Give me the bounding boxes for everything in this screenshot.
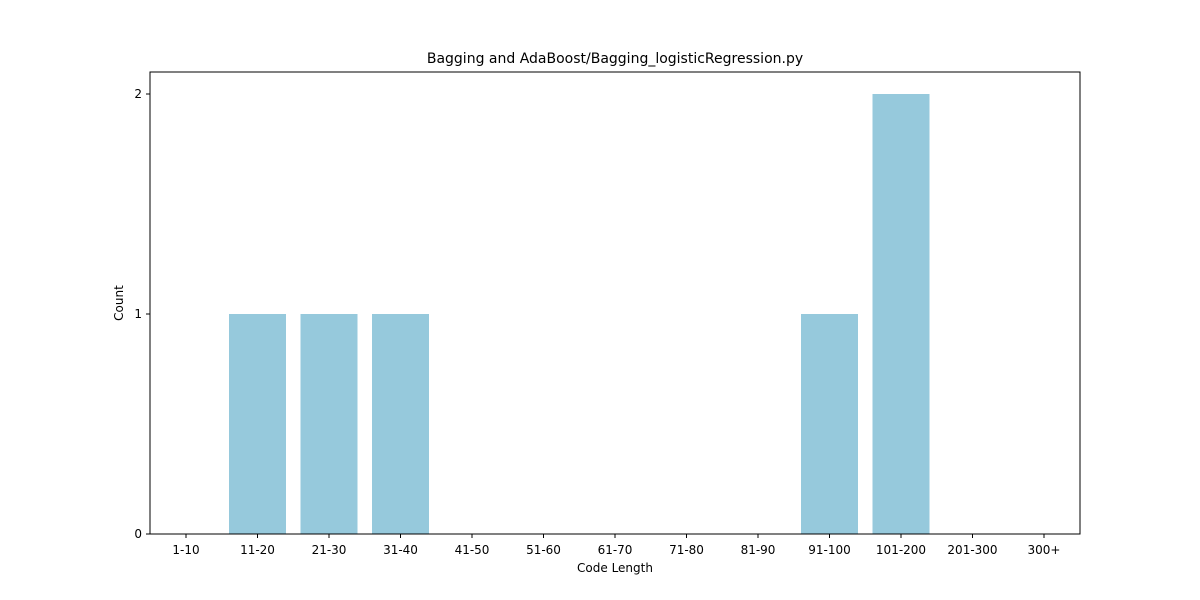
x-tick-label: 11-20 xyxy=(240,543,275,557)
y-axis-label: Count xyxy=(112,285,126,321)
x-tick-label: 71-80 xyxy=(669,543,704,557)
x-tick-label: 1-10 xyxy=(172,543,199,557)
chart-title: Bagging and AdaBoost/Bagging_logisticReg… xyxy=(427,51,803,67)
x-tick-label: 61-70 xyxy=(598,543,633,557)
x-tick-label: 31-40 xyxy=(383,543,418,557)
bar-91-100 xyxy=(801,314,858,534)
bars-group xyxy=(229,94,930,534)
bar-11-20 xyxy=(229,314,286,534)
x-tick-label: 21-30 xyxy=(312,543,347,557)
plot-area-frame xyxy=(149,71,1081,535)
x-tick-label: 51-60 xyxy=(526,543,561,557)
bar-31-40 xyxy=(372,314,429,534)
x-tick-label: 91-100 xyxy=(808,543,851,557)
y-tick-label: 2 xyxy=(134,87,142,101)
x-tick-label: 300+ xyxy=(1028,543,1061,557)
x-tick-label: 81-90 xyxy=(741,543,776,557)
x-tick-label: 101-200 xyxy=(876,543,926,557)
bar-21-30 xyxy=(300,314,358,534)
x-tick-label: 41-50 xyxy=(455,543,490,557)
y-tick-label: 1 xyxy=(134,307,142,321)
y-tick-label: 0 xyxy=(134,527,142,541)
bar-101-200 xyxy=(872,94,930,534)
x-axis: 1-10 11-20 21-30 31-40 41-50 51-60 61-70 71-80 8… xyxy=(172,534,1060,557)
x-axis-label: Code Length xyxy=(577,561,653,575)
y-axis: 0 1 2 xyxy=(134,87,150,541)
x-tick-label: 201-300 xyxy=(947,543,997,557)
